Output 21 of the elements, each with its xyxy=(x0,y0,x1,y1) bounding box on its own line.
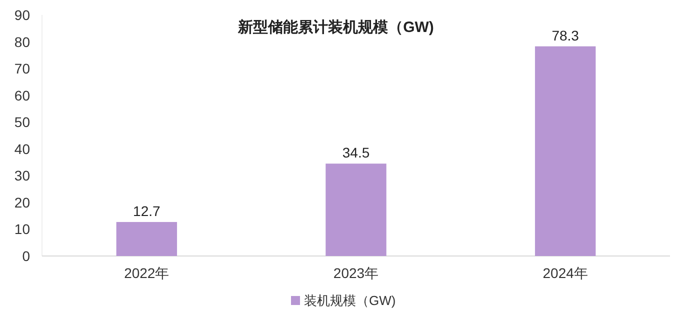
y-tick-label: 80 xyxy=(14,34,30,50)
x-tick-label: 2023年 xyxy=(333,265,379,281)
legend-label: 装机规模（GW) xyxy=(304,293,396,308)
bar xyxy=(326,164,386,256)
y-tick-label: 40 xyxy=(14,140,30,157)
y-tick-label: 90 xyxy=(14,7,30,23)
bar xyxy=(534,46,596,256)
data-label: 78.3 xyxy=(552,27,580,44)
x-tick-label: 2024年 xyxy=(542,265,588,281)
y-tick-label: 30 xyxy=(14,168,30,184)
bar xyxy=(116,222,178,256)
y-tick-label: 70 xyxy=(14,60,30,77)
data-label: 34.5 xyxy=(342,144,370,161)
x-tick-label: 2022年 xyxy=(124,265,170,281)
y-tick-label: 60 xyxy=(14,87,30,104)
y-tick-label: 10 xyxy=(14,221,30,238)
y-tick-label: 50 xyxy=(14,114,30,130)
y-tick-label: 0 xyxy=(22,248,30,264)
y-tick-label: 20 xyxy=(14,194,30,210)
data-label: 12.7 xyxy=(133,202,161,219)
chart-title: 新型储能累计装机规模（GW) xyxy=(237,18,434,36)
